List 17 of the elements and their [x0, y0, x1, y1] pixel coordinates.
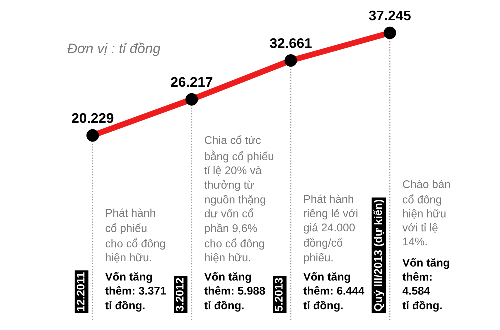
data-label: 26.217 — [171, 77, 213, 88]
text: Vốn tăng thêm: 3.371 tỉ đồng. — [105, 272, 166, 312]
text: Phát hành cổ phiếu cho cổ đông hiện hữu. — [106, 208, 166, 264]
annotation: Đơn vị : tỉ đồng — [68, 42, 161, 56]
text: Chào bán cổ đông hiện hữu với tỉ lệ 14%. — [402, 180, 450, 246]
data-label: 20.229 — [72, 113, 114, 124]
data-label: 32.661 — [270, 38, 312, 48]
text: Vốn tăng thêm: 4.584 tỉ đồng. — [402, 258, 450, 312]
x-tick-label: Quý III/2013 (dự kiến) — [374, 200, 384, 312]
data-label: 37.245 — [369, 10, 411, 21]
text: Phát hành riêng lẻ với giá 24.000 đồng/cổ phiếu. — [304, 194, 358, 264]
x-tick-label: 5.2013 — [275, 278, 283, 312]
x-tick-label: 3.2012 — [176, 278, 184, 312]
x-tick-label: 12.2011 — [76, 272, 85, 312]
text: Vốn tăng thêm: 6.444 tỉ đồng. — [304, 272, 365, 312]
text: Vốn tăng thêm: 5.988 tỉ đồng. — [204, 272, 266, 312]
text: Chia cổ tức bằng cổ phiếu tỉ lệ 20% và thưởng từ nguồn thặng dư vốn cổ phần 9,6% cho cổ đông hiện hữu. — [204, 135, 274, 264]
